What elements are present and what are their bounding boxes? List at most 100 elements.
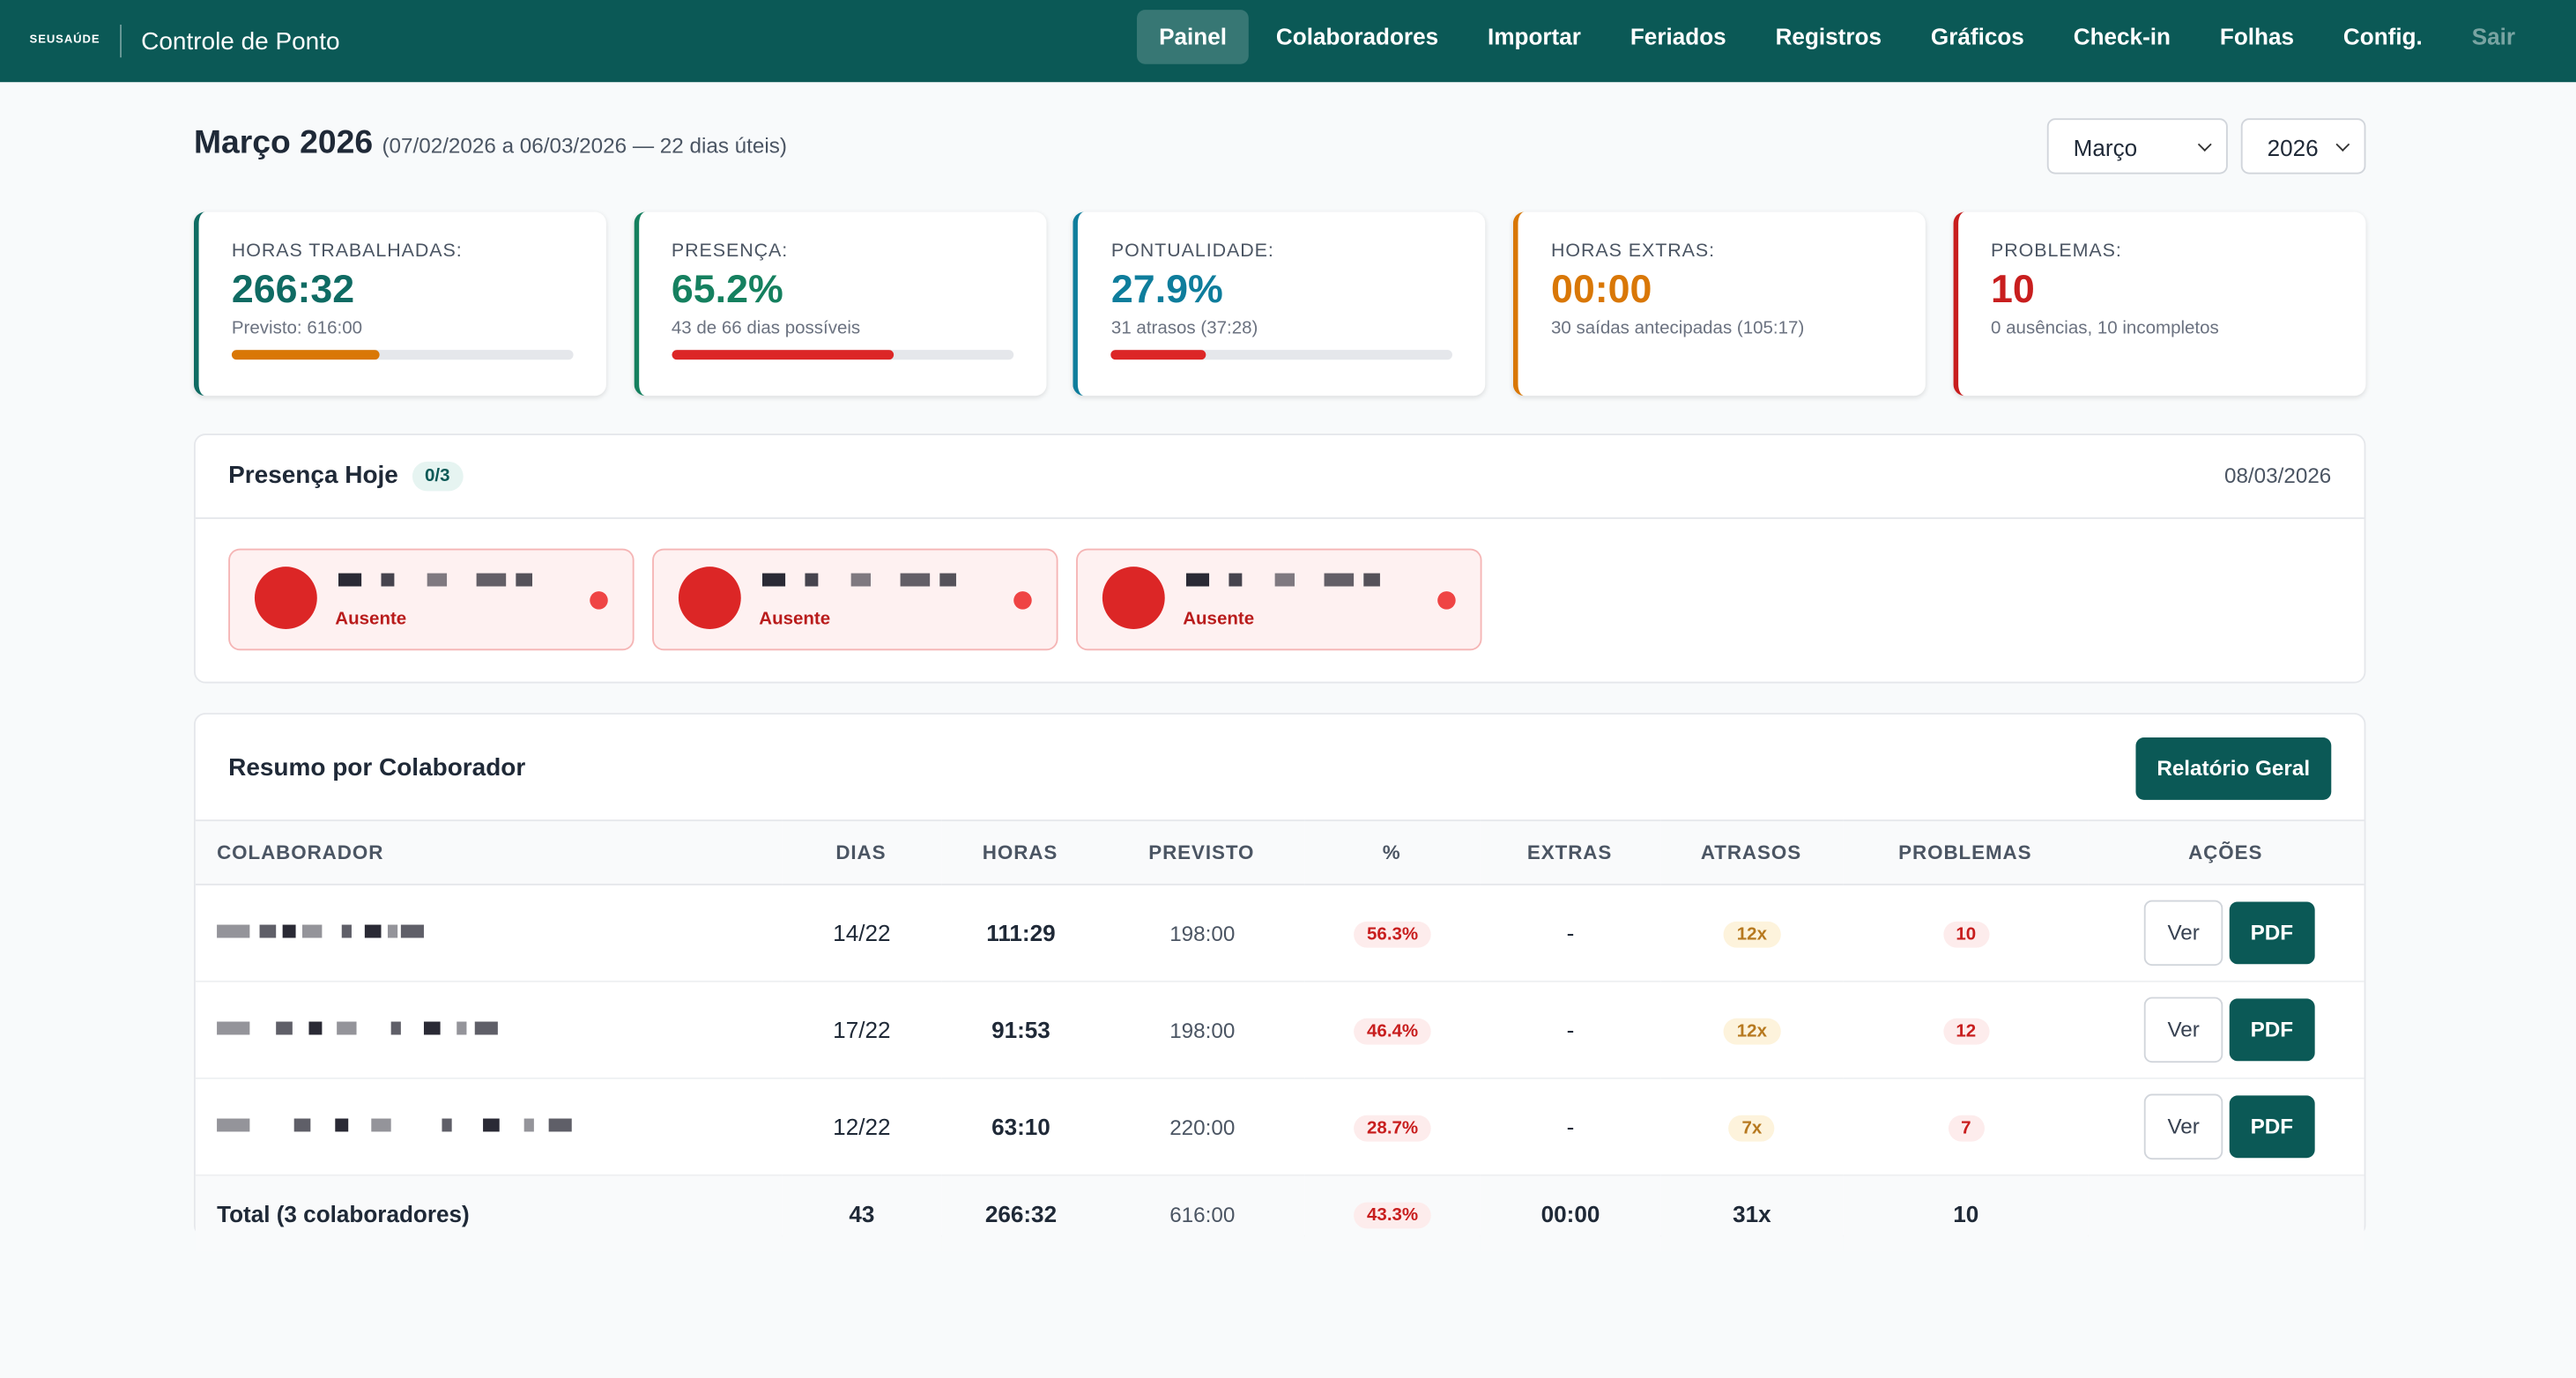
cell-text: 14/22	[833, 919, 891, 946]
count-badge: 0/3	[412, 461, 464, 492]
data-row: 14/22 111:29 198:00 56.3% - 12x 10 Ver PDF	[195, 884, 2364, 982]
cell: -	[1481, 1078, 1660, 1176]
redacted-block	[364, 924, 382, 938]
redacted-block	[391, 1021, 402, 1035]
total-text: 616:00	[1169, 1202, 1236, 1227]
redacted-block	[442, 1118, 452, 1132]
pdf-button[interactable]: PDF	[2229, 901, 2315, 965]
column-header: PREVISTO	[1100, 819, 1305, 885]
cell: 63:10	[941, 1078, 1101, 1176]
progress-bar	[231, 350, 380, 360]
panel-title: Presença Hoje 0/3	[228, 461, 464, 492]
month-select[interactable]: Março	[2046, 118, 2228, 174]
cell-text: -	[1566, 1113, 1575, 1140]
redacted-block	[524, 1118, 535, 1132]
stat-label: PROBLEMAS:	[1991, 241, 2122, 262]
redacted-block	[341, 924, 352, 938]
cell-pill: 7x	[1728, 1115, 1776, 1142]
redacted-name	[805, 573, 819, 587]
nav-item[interactable]: Check-in	[2073, 23, 2171, 49]
pdf-button[interactable]: PDF	[2229, 998, 2315, 1062]
nav-item[interactable]: Gráficos	[1930, 23, 2024, 49]
redacted-name	[1229, 573, 1243, 587]
total-text: 00:00	[1540, 1200, 1600, 1227]
nav-item[interactable]: Registros	[1775, 23, 1882, 49]
cell: 14/22	[782, 884, 942, 982]
person-card: Ausente	[228, 548, 635, 651]
redacted-block	[456, 1021, 466, 1035]
cell: 198:00	[1100, 884, 1305, 982]
redacted-name	[516, 573, 533, 587]
stat-card: PRESENÇA: 65.2% 43 de 66 dias possíveis	[633, 211, 1046, 396]
redacted-block	[336, 1021, 357, 1035]
period: (07/02/2026 a 06/03/2026 — 22 dias úteis…	[382, 133, 787, 158]
stat-value: 27.9%	[1110, 267, 1223, 313]
year-select[interactable]: 2026	[2240, 118, 2366, 174]
cell: 12/22	[782, 1078, 942, 1176]
column-header: ATRASOS	[1659, 819, 1844, 885]
column-header: HORAS	[941, 819, 1101, 885]
column-header: %	[1304, 819, 1481, 885]
stat-sub: 43 de 66 dias possíveis	[671, 318, 861, 339]
cell-text: -	[1566, 1016, 1575, 1043]
person-status: Ausente	[1183, 609, 1255, 629]
stat-label: PRESENÇA:	[671, 241, 789, 262]
redacted-name	[195, 884, 783, 982]
nav-item[interactable]: Folhas	[2219, 23, 2295, 49]
redacted-block	[293, 1118, 310, 1132]
summary-table: COLABORADOR DIAS HORAS PREVISTO% EXTRAS ATRAS…	[195, 819, 2364, 1252]
nav-item[interactable]: Feriados	[1629, 23, 1726, 49]
total-cell: 10	[1843, 1174, 2089, 1252]
nav-item[interactable]: Colaboradores	[1275, 23, 1439, 49]
view-button[interactable]: Ver	[2144, 996, 2223, 1063]
pdf-button[interactable]: PDF	[2229, 1095, 2315, 1159]
cell: 56.3%	[1304, 884, 1481, 982]
cell: 10	[1843, 884, 2089, 982]
actions: Ver PDF	[2088, 981, 2364, 1079]
stat-value: 65.2%	[671, 267, 783, 313]
total-cell: 266:32	[941, 1174, 1101, 1252]
progress-track	[671, 350, 1013, 360]
person-card: Ausente	[652, 548, 1058, 651]
view-button[interactable]: Ver	[2144, 1093, 2223, 1160]
redacted-block	[217, 1118, 250, 1132]
report-button[interactable]: Relatório Geral	[2135, 737, 2332, 800]
view-button[interactable]: Ver	[2144, 900, 2223, 967]
stat-sub: Previsto: 616:00	[231, 318, 363, 339]
stat-value: 00:00	[1550, 267, 1652, 313]
avatar	[678, 567, 741, 629]
nav-item[interactable]: Sair	[2471, 23, 2516, 49]
total-text: 266:32	[984, 1200, 1058, 1227]
cell: 28.7%	[1304, 1078, 1481, 1176]
cell-text: 220:00	[1169, 1115, 1236, 1140]
cell: 17/22	[782, 981, 942, 1079]
column-header: PROBLEMAS	[1843, 819, 2089, 885]
cell-text: 198:00	[1169, 921, 1236, 946]
redacted-block	[483, 1118, 500, 1132]
redacted-name	[1185, 573, 1210, 587]
avatar	[254, 567, 317, 629]
actions: Ver PDF	[2088, 884, 2364, 982]
panel-title: Resumo por Colaborador	[228, 753, 526, 782]
total-text: 43	[849, 1200, 875, 1227]
redacted-name	[195, 1078, 783, 1176]
presence-panel: Presença Hoje 0/3 08/03/2026 Ausente Ausent…	[193, 433, 2366, 684]
cell: 7	[1843, 1078, 2089, 1176]
person-status: Ausente	[759, 609, 831, 629]
stat-value: 266:32	[231, 267, 355, 313]
redacted-name	[939, 573, 956, 587]
status-dot	[590, 591, 608, 610]
summary-panel: Resumo por Colaborador Relatório Geral COL…	[193, 713, 2366, 1252]
total-text: 43.3%	[1354, 1202, 1432, 1229]
total-text: 31x	[1733, 1200, 1771, 1227]
stat-sub: 30 saídas antecipadas (105:17)	[1550, 318, 1805, 339]
stat-card: PROBLEMAS: 10 0 ausências, 10 incompletos	[1953, 211, 2366, 396]
nav-item[interactable]: Importar	[1488, 23, 1581, 49]
nav-item[interactable]: Config.	[2342, 23, 2423, 49]
cell-pill: 12x	[1723, 1018, 1780, 1045]
cell: 198:00	[1100, 981, 1305, 1079]
total-cell	[2088, 1174, 2364, 1252]
nav-item[interactable]: Painel	[1137, 10, 1249, 64]
